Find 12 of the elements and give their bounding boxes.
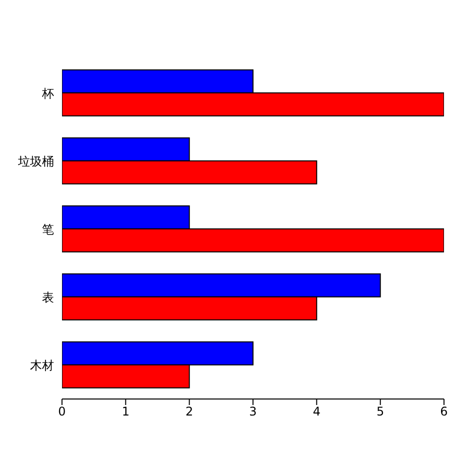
x-tick-label: 0 [58, 404, 66, 419]
x-tick-label: 4 [312, 404, 320, 419]
y-tick-label: 垃圾桶 [17, 154, 54, 168]
x-tick-label: 5 [376, 404, 384, 419]
y-tick-label: 表 [42, 290, 54, 304]
x-tick-label: 6 [440, 404, 448, 419]
y-tick-label: 木材 [30, 358, 54, 372]
x-tick-label: 1 [122, 404, 130, 419]
y-tick-label: 杯 [41, 86, 54, 100]
x-tick-label: 2 [186, 404, 194, 419]
y-tick-label: 笔 [42, 222, 54, 236]
x-tick-label: 3 [249, 404, 257, 419]
